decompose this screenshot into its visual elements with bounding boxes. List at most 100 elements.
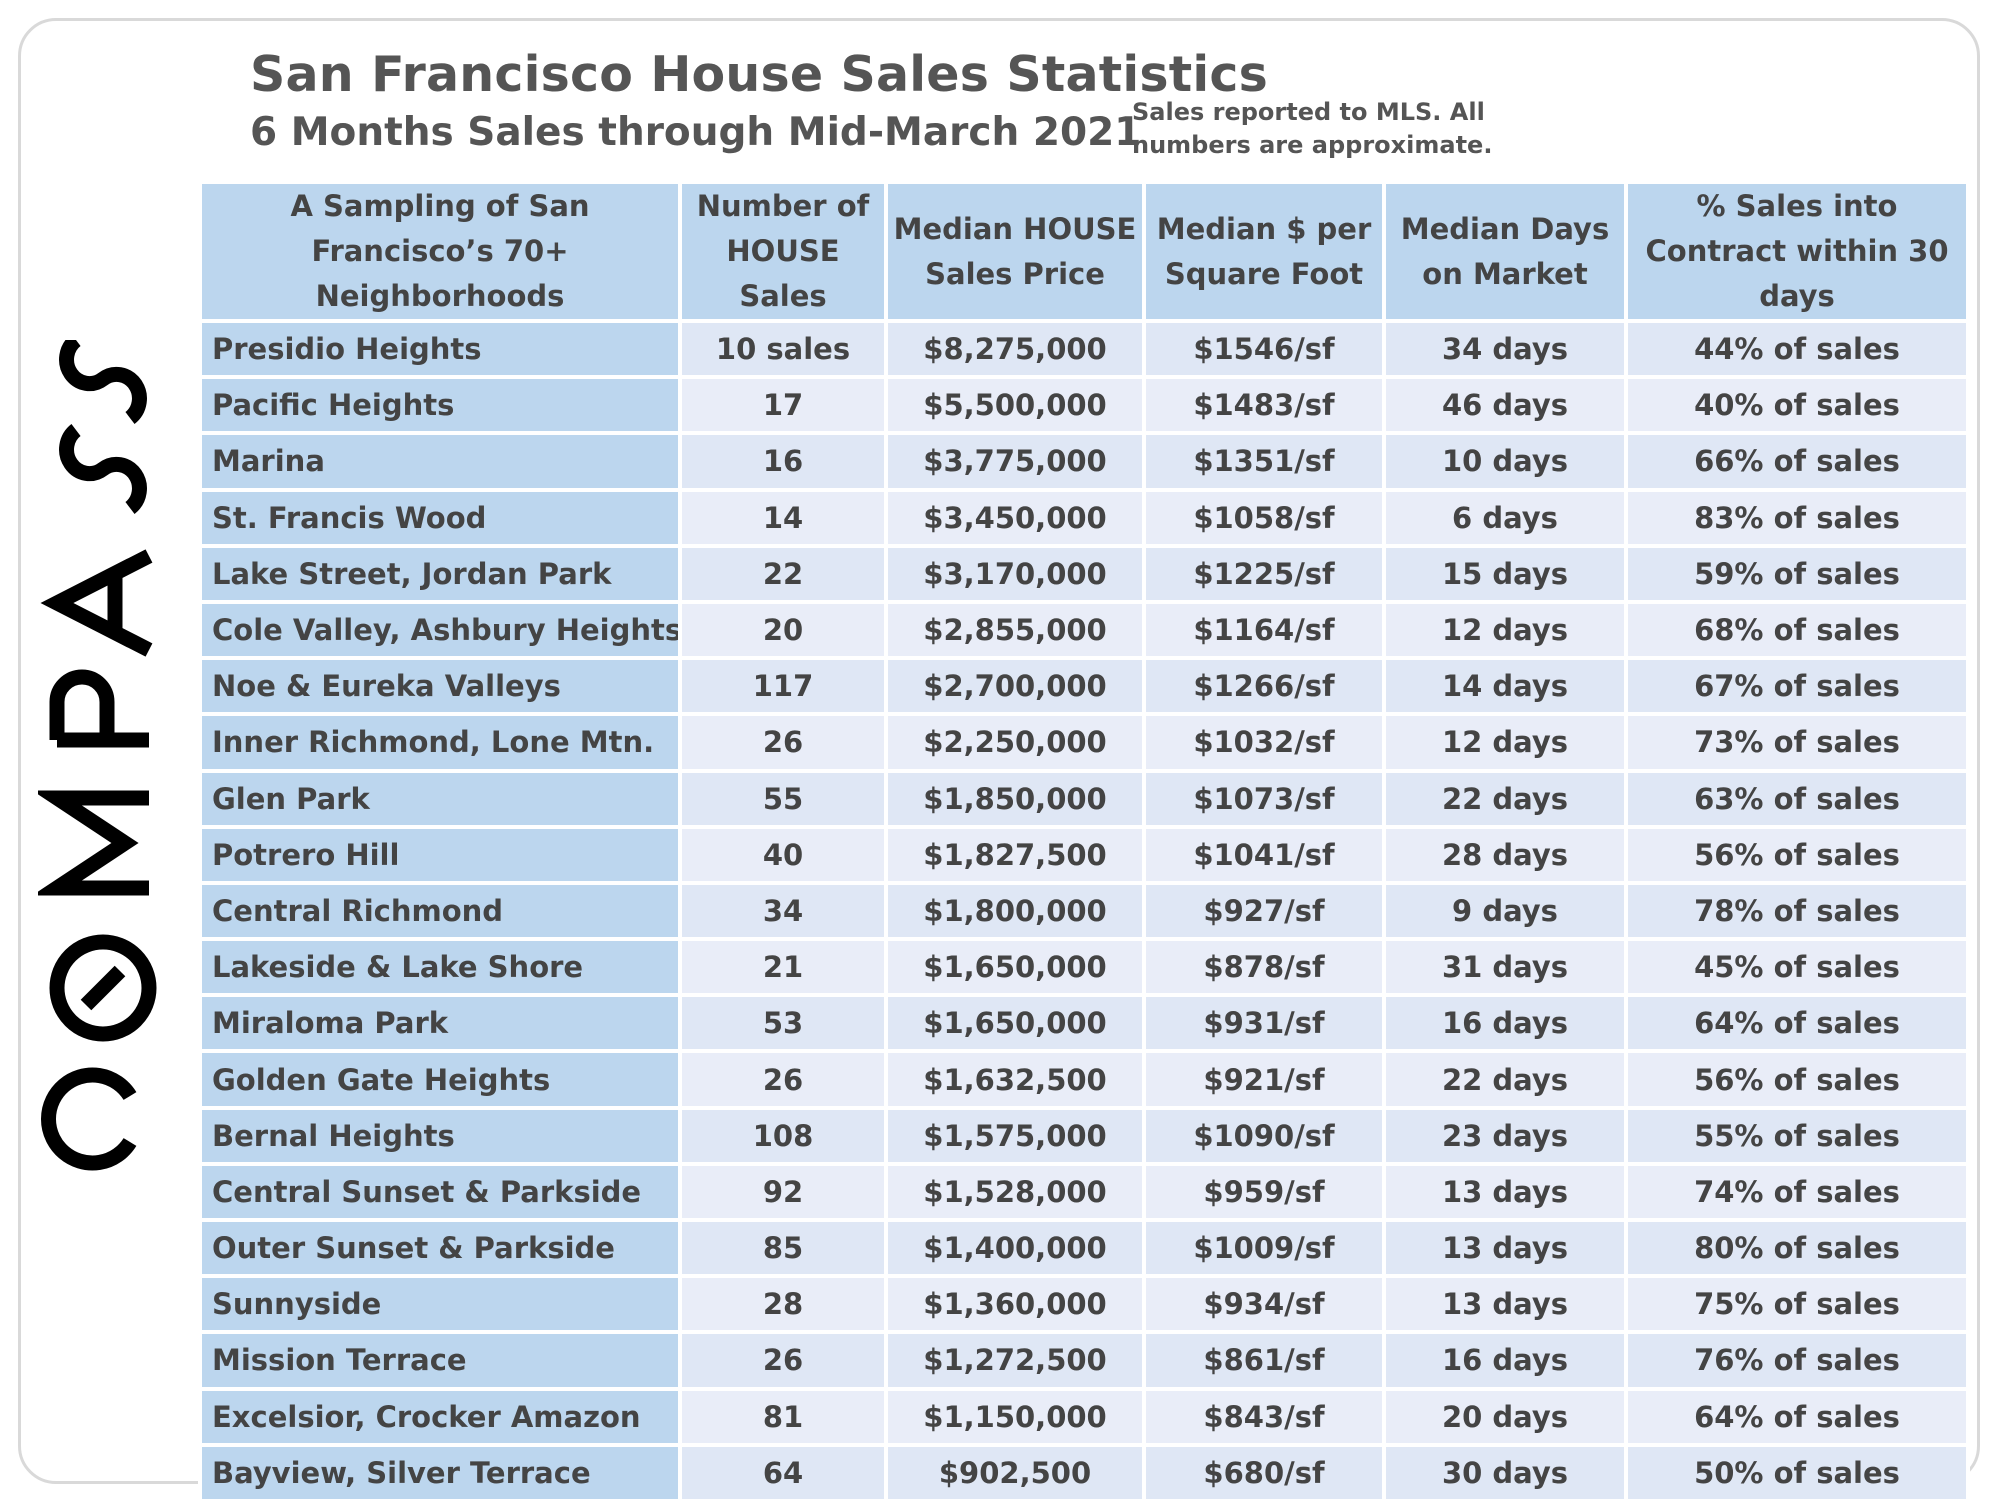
cell-number-of-sales: 85 bbox=[678, 1217, 888, 1279]
cell-days-on-market: 12 days bbox=[1382, 712, 1628, 773]
cell-days-on-market: 15 days bbox=[1382, 543, 1628, 604]
cell-contract-30-days: 56% of sales bbox=[1624, 1049, 1970, 1110]
cell-number-of-sales: 34 bbox=[678, 880, 888, 942]
cell-days-on-market: 34 days bbox=[1382, 318, 1628, 380]
cell-days-on-market: 20 days bbox=[1382, 1386, 1628, 1447]
table-row: Bayview, Silver Terrace 64 $902,500 $680/sf… bbox=[198, 1442, 1970, 1503]
cell-number-of-sales: 53 bbox=[678, 993, 888, 1054]
table-row: Excelsior, Crocker Amazon 81 $1,150,000 $84… bbox=[198, 1386, 1970, 1447]
table-row: Presidio Heights 10 sales $8,275,000 $1546/… bbox=[198, 318, 1970, 380]
table-row: Miraloma Park 53 $1,650,000 $931/sf 16 days 6… bbox=[198, 993, 1970, 1054]
cell-median-price: $2,700,000 bbox=[884, 656, 1146, 717]
table-row: Pacific Heights 17 $5,500,000 $1483/sf 46 da… bbox=[198, 375, 1970, 436]
cell-neighborhood: Marina bbox=[198, 431, 682, 492]
cell-contract-30-days: 76% of sales bbox=[1624, 1330, 1970, 1391]
cell-days-on-market: 16 days bbox=[1382, 1330, 1628, 1391]
cell-days-on-market: 22 days bbox=[1382, 768, 1628, 829]
cell-contract-30-days: 73% of sales bbox=[1624, 712, 1970, 773]
cell-price-per-sqft: $921/sf bbox=[1142, 1049, 1386, 1110]
page-title: San Francisco House Sales Statistics bbox=[250, 46, 1268, 103]
cell-neighborhood: Golden Gate Heights bbox=[198, 1049, 682, 1110]
cell-contract-30-days: 66% of sales bbox=[1624, 431, 1970, 492]
cell-price-per-sqft: $878/sf bbox=[1142, 937, 1386, 998]
cell-number-of-sales: 81 bbox=[678, 1386, 888, 1447]
cell-days-on-market: 16 days bbox=[1382, 993, 1628, 1054]
cell-number-of-sales: 17 bbox=[678, 375, 888, 436]
cell-number-of-sales: 14 bbox=[678, 487, 888, 548]
compass-logo bbox=[38, 340, 168, 1200]
cell-median-price: $1,850,000 bbox=[884, 768, 1146, 829]
cell-days-on-market: 22 days bbox=[1382, 1049, 1628, 1110]
cell-price-per-sqft: $1483/sf bbox=[1142, 375, 1386, 436]
cell-median-price: $5,500,000 bbox=[884, 375, 1146, 436]
cell-price-per-sqft: $1225/sf bbox=[1142, 543, 1386, 604]
cell-contract-30-days: 64% of sales bbox=[1624, 993, 1970, 1054]
cell-number-of-sales: 26 bbox=[678, 712, 888, 773]
cell-neighborhood: Sunnyside bbox=[198, 1274, 682, 1335]
table-row: Sunnyside 28 $1,360,000 $934/sf 13 days 75% o… bbox=[198, 1274, 1970, 1335]
cell-neighborhood: Inner Richmond, Lone Mtn. bbox=[198, 712, 682, 773]
cell-days-on-market: 12 days bbox=[1382, 599, 1628, 661]
cell-median-price: $1,528,000 bbox=[884, 1161, 1146, 1223]
cell-neighborhood: Excelsior, Crocker Amazon bbox=[198, 1386, 682, 1447]
cell-days-on-market: 46 days bbox=[1382, 375, 1628, 436]
cell-contract-30-days: 56% of sales bbox=[1624, 824, 1970, 885]
cell-median-price: $1,800,000 bbox=[884, 880, 1146, 942]
cell-neighborhood: Lakeside & Lake Shore bbox=[198, 937, 682, 998]
table-row: Glen Park 55 $1,850,000 $1073/sf 22 days 63% … bbox=[198, 768, 1970, 829]
cell-median-price: $1,827,500 bbox=[884, 824, 1146, 885]
cell-price-per-sqft: $1546/sf bbox=[1142, 318, 1386, 380]
cell-price-per-sqft: $1164/sf bbox=[1142, 599, 1386, 661]
cell-median-price: $1,150,000 bbox=[884, 1386, 1146, 1447]
cell-price-per-sqft: $1073/sf bbox=[1142, 768, 1386, 829]
cell-number-of-sales: 55 bbox=[678, 768, 888, 829]
cell-number-of-sales: 40 bbox=[678, 824, 888, 885]
cell-number-of-sales: 117 bbox=[678, 656, 888, 717]
cell-number-of-sales: 22 bbox=[678, 543, 888, 604]
compass-logo-graphic bbox=[38, 340, 157, 1171]
column-header-contract-30-days: % Sales into Contract within 30 days bbox=[1624, 180, 1970, 323]
cell-price-per-sqft: $1032/sf bbox=[1142, 712, 1386, 773]
column-header-days-on-market: Median Days on Market bbox=[1382, 180, 1628, 323]
column-header-price-per-sqft: Median $ per Square Foot bbox=[1142, 180, 1386, 323]
cell-median-price: $1,632,500 bbox=[884, 1049, 1146, 1110]
cell-contract-30-days: 44% of sales bbox=[1624, 318, 1970, 380]
cell-price-per-sqft: $1090/sf bbox=[1142, 1105, 1386, 1166]
table-row: Golden Gate Heights 26 $1,632,500 $921/sf 22… bbox=[198, 1049, 1970, 1110]
table-row: Central Sunset & Parkside 92 $1,528,000 $95… bbox=[198, 1161, 1970, 1223]
cell-contract-30-days: 63% of sales bbox=[1624, 768, 1970, 829]
sales-stats-table: A Sampling of San Francisco’s 70+ Neighb… bbox=[198, 180, 1970, 1503]
cell-neighborhood: Central Richmond bbox=[198, 880, 682, 942]
cell-median-price: $1,650,000 bbox=[884, 937, 1146, 998]
cell-price-per-sqft: $931/sf bbox=[1142, 993, 1386, 1054]
cell-contract-30-days: 75% of sales bbox=[1624, 1274, 1970, 1335]
cell-median-price: $3,450,000 bbox=[884, 487, 1146, 548]
cell-days-on-market: 6 days bbox=[1382, 487, 1628, 548]
cell-days-on-market: 28 days bbox=[1382, 824, 1628, 885]
cell-neighborhood: Presidio Heights bbox=[198, 318, 682, 380]
cell-number-of-sales: 21 bbox=[678, 937, 888, 998]
cell-neighborhood: Potrero Hill bbox=[198, 824, 682, 885]
cell-number-of-sales: 26 bbox=[678, 1049, 888, 1110]
cell-number-of-sales: 20 bbox=[678, 599, 888, 661]
cell-neighborhood: Glen Park bbox=[198, 768, 682, 829]
cell-price-per-sqft: $861/sf bbox=[1142, 1330, 1386, 1391]
table-row: Mission Terrace 26 $1,272,500 $861/sf 16 day… bbox=[198, 1330, 1970, 1391]
cell-days-on-market: 31 days bbox=[1382, 937, 1628, 998]
cell-contract-30-days: 45% of sales bbox=[1624, 937, 1970, 998]
cell-price-per-sqft: $843/sf bbox=[1142, 1386, 1386, 1447]
cell-neighborhood: Pacific Heights bbox=[198, 375, 682, 436]
table-row: Cole Valley, Ashbury Heights 20 $2,855,000… bbox=[198, 599, 1970, 661]
cell-number-of-sales: 28 bbox=[678, 1274, 888, 1335]
cell-neighborhood: Cole Valley, Ashbury Heights bbox=[198, 599, 682, 661]
cell-neighborhood: Mission Terrace bbox=[198, 1330, 682, 1391]
cell-contract-30-days: 74% of sales bbox=[1624, 1161, 1970, 1223]
cell-neighborhood: Noe & Eureka Valleys bbox=[198, 656, 682, 717]
cell-contract-30-days: 59% of sales bbox=[1624, 543, 1970, 604]
cell-neighborhood: Bayview, Silver Terrace bbox=[198, 1442, 682, 1503]
cell-neighborhood: Lake Street, Jordan Park bbox=[198, 543, 682, 604]
cell-median-price: $1,575,000 bbox=[884, 1105, 1146, 1166]
cell-median-price: $902,500 bbox=[884, 1442, 1146, 1503]
cell-number-of-sales: 26 bbox=[678, 1330, 888, 1391]
cell-number-of-sales: 108 bbox=[678, 1105, 888, 1166]
